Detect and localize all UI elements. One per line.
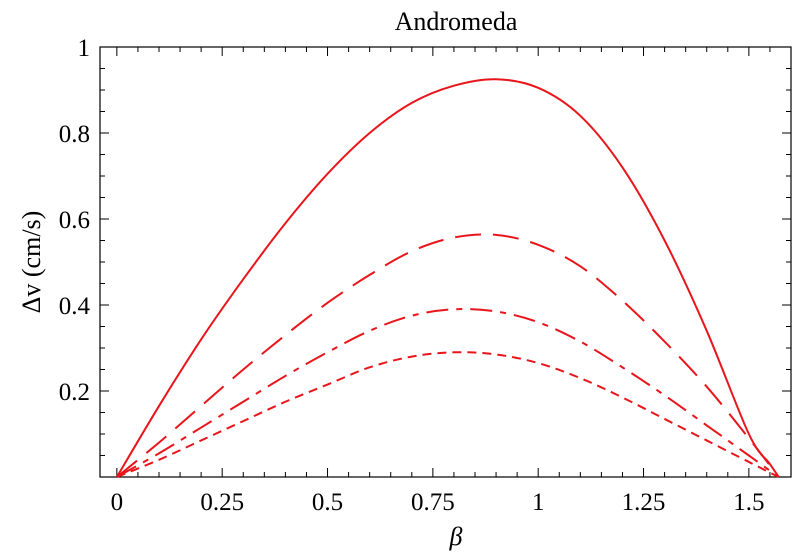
series-line-dash-dot (116, 308, 780, 478)
series-line-short-dash (116, 351, 780, 478)
x-tick-label: 0.25 (200, 489, 244, 516)
plot-frame (99, 46, 792, 478)
x-tick-label: 0.5 (312, 489, 343, 516)
x-tick-label: 1.25 (622, 489, 666, 516)
y-tick-label: 0.6 (59, 207, 90, 234)
y-tick-label: 0.4 (59, 293, 91, 320)
x-axis: 0 0.25 0.5 0.75 1 1.25 1.5 (111, 47, 771, 516)
x-tick-label: 0 (111, 489, 124, 516)
x-tick-label: 0.75 (411, 489, 455, 516)
y-tick-label: 1 (78, 35, 91, 62)
x-tick-label: 1.5 (733, 489, 764, 516)
y-tick-label: 0.2 (59, 379, 90, 406)
y-tick-label: 0.8 (59, 121, 90, 148)
y-axis: 0.2 0.4 0.6 0.8 1 (59, 35, 791, 456)
chart-title: Andromeda (395, 7, 518, 36)
x-tick-label: 1 (532, 489, 545, 516)
x-axis-label: β (449, 522, 463, 551)
series-layer (115, 78, 780, 478)
series-line-long-dash (116, 233, 780, 478)
y-axis-label: Δv (cm/s) (17, 211, 46, 314)
series-line-solid (115, 78, 780, 478)
